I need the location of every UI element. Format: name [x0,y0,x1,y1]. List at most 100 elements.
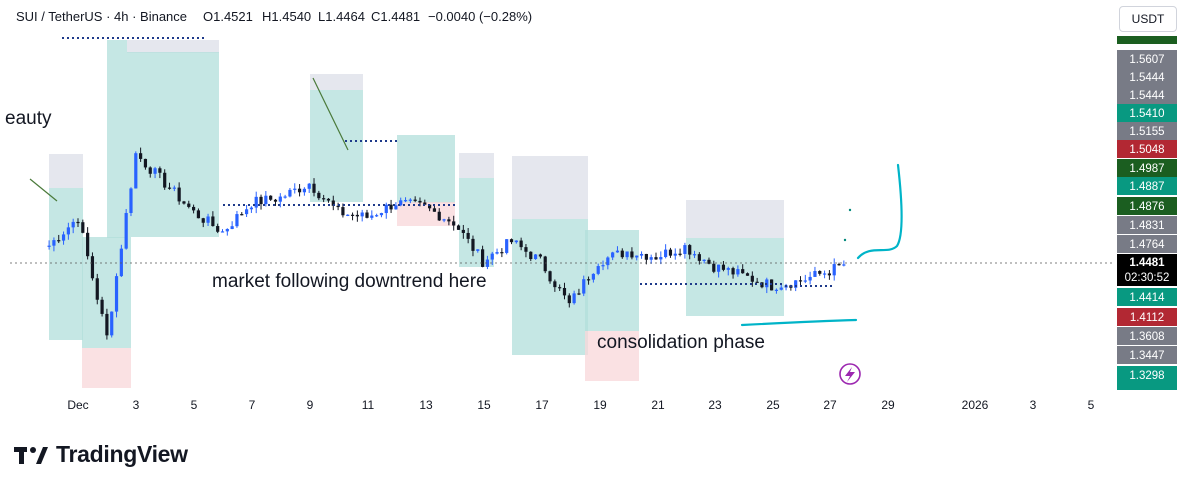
candle-body [326,198,331,201]
candle-body [514,240,518,243]
candle-body [177,187,181,202]
candle-body [432,208,437,212]
candle-body [225,229,229,232]
zone-tp-zone-4 [107,40,127,238]
candle-body [500,252,504,254]
candle-body [302,188,306,193]
candle-body [66,227,70,235]
candle-body [678,253,682,255]
candle-body [124,212,128,249]
price-label-text: 1.4876 [1129,201,1164,213]
price-label-bg [1117,104,1177,122]
legend-low: L1.4464 [318,9,365,24]
price-label-bg [1117,86,1177,104]
candle-body [336,205,340,208]
candle-body [269,195,273,200]
price-label-bg [1117,197,1177,215]
candle-body [273,199,278,202]
x-tick-label: 5 [191,398,198,412]
candle-body [615,250,620,253]
candle-body [129,188,133,213]
x-tick-label: 15 [477,398,491,412]
candle-body [153,168,157,174]
zone-target-zone-18 [686,200,784,238]
candle-body [442,219,446,221]
candle-body [244,209,249,215]
currency-selector[interactable]: USDT [1119,6,1177,32]
candle-series [47,147,846,340]
candle-body [172,187,176,189]
price-label-bg [1117,36,1177,44]
candle-body [249,207,253,210]
candle-body [317,192,321,199]
price-label-bg [1117,235,1177,253]
zone-target-zone-13 [512,156,588,219]
candle-body [822,273,827,275]
candle-body [837,264,841,266]
price-label-bg [1117,288,1177,306]
candle-body [350,214,355,216]
price-label-text: 1.5444 [1129,90,1165,102]
price-label-bg [1117,346,1177,364]
price-label-text: 1.4414 [1129,292,1165,304]
price-label-bg [1117,308,1177,326]
candle-body [750,275,754,282]
candle-body [259,196,263,205]
price-label-text: 1.5155 [1129,126,1164,138]
legend-pair: SUI / TetherUS · 4h · Binance [16,9,187,24]
candle-body [630,251,634,258]
candle-body [803,280,807,282]
candle-body [365,212,369,218]
candle-body [57,240,61,242]
candle-body [461,229,465,233]
price-label-text: 1.5444 [1129,72,1165,84]
x-tick-label: 3 [133,398,140,412]
candle-body [307,183,311,189]
candle-body [254,196,258,208]
candle-body [712,263,716,272]
candle-body [591,273,595,280]
candle-body [90,256,95,279]
price-axis: 1.5607 1.5444 1.5444 1.5410 1.5155 1.5048 1.49… [1117,36,1177,390]
candle-body [192,206,196,211]
candle-body [370,215,374,218]
x-tick-label: 2026 [962,398,989,412]
annotation-downtrend: market following downtrend here [212,271,487,292]
candle-body [538,254,542,257]
lightning-icon[interactable] [839,363,861,385]
annotation-consolidation: consolidation phase [597,332,765,353]
last-price-badge [1117,254,1177,286]
candle-body [659,257,663,260]
candle-body [81,222,85,233]
price-label-text: 1.3298 [1129,370,1164,382]
candle-body [832,264,836,276]
candle-body [688,245,692,255]
candle-body [639,253,644,256]
candle-body [794,280,798,288]
zone-tp-zone-12 [459,178,494,267]
candle-body [331,200,335,206]
candle-body [466,232,470,239]
candle-body [611,252,615,258]
candle-body [264,195,268,205]
projection-dot [843,238,847,242]
candle-body [717,264,721,272]
candle-body [798,280,803,282]
candle-body [201,218,205,223]
candle-body [553,281,557,288]
x-tick-label: 29 [881,398,895,412]
price-label-text: 1.4112 [1130,312,1164,324]
candle-body [163,172,167,188]
candle-body [818,271,822,274]
candle-body [808,276,812,281]
price-label-bg [1117,216,1177,234]
tradingview-logo[interactable]: TradingView [14,441,188,468]
trend-line [312,77,349,151]
candle-body [110,311,114,336]
candle-body [312,183,316,193]
x-tick-label: Dec [67,398,88,412]
candle-body [428,204,432,209]
zone-tp-zone-9 [397,135,455,203]
zone-sl-zone-3 [82,348,131,388]
